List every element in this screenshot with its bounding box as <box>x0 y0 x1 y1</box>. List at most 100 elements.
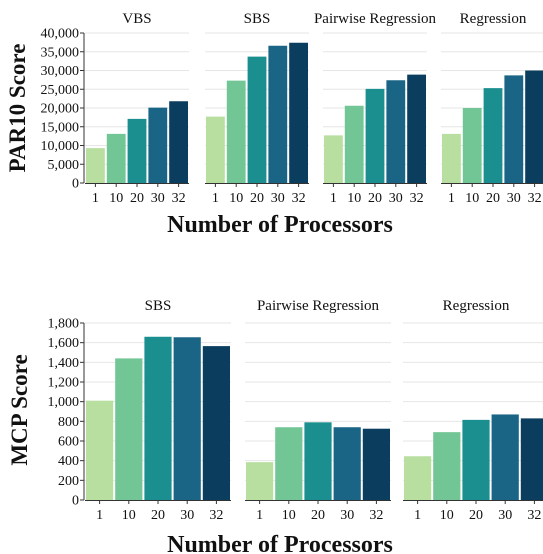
y-tick-label: 25,000 <box>41 83 80 98</box>
panel-title: SBS <box>145 298 172 314</box>
bar-30 <box>268 45 288 183</box>
x-tick-label: 20 <box>311 508 325 523</box>
y-tick-label: 0 <box>72 177 79 192</box>
bar-1 <box>206 116 225 183</box>
x-tick-label: 20 <box>250 191 264 206</box>
bar-20 <box>247 56 267 183</box>
bar-30 <box>491 414 519 500</box>
bar-10 <box>115 358 143 500</box>
y-tick-label: 15,000 <box>41 120 80 135</box>
bar-30 <box>173 337 201 500</box>
x-tick-label: 1 <box>256 508 263 523</box>
x-tick-label: 1 <box>96 508 103 523</box>
x-tick-label: 30 <box>498 508 512 523</box>
y-tick-label: 1,200 <box>48 376 80 391</box>
x-tick-label: 20 <box>368 191 382 206</box>
bar-10 <box>462 108 482 183</box>
y-tick-label: 40,000 <box>41 27 80 42</box>
x-tick-label: 32 <box>369 508 383 523</box>
y-axis-label: MCP Score <box>7 354 32 465</box>
bar-32 <box>169 101 188 183</box>
x-tick-label: 10 <box>122 508 136 523</box>
y-tick-label: 10,000 <box>41 139 80 154</box>
bar-10 <box>226 80 246 183</box>
x-tick-label: 30 <box>151 191 165 206</box>
bar-30 <box>333 427 361 500</box>
bar-1 <box>324 135 343 183</box>
x-tick-label: 20 <box>130 191 144 206</box>
x-tick-label: 30 <box>271 191 285 206</box>
x-tick-label: 20 <box>469 508 483 523</box>
x-tick-label: 1 <box>414 508 421 523</box>
panel-title: Regression <box>443 298 510 314</box>
x-tick-label: 32 <box>292 191 306 206</box>
bar-32 <box>407 74 426 183</box>
panel-title: Pairwise Regression <box>257 298 380 314</box>
bar-1 <box>442 133 461 183</box>
y-tick-label: 30,000 <box>41 64 80 79</box>
bar-32 <box>362 428 390 500</box>
panel-title: SBS <box>244 11 271 27</box>
x-axis-label: Number of Processors <box>167 212 393 238</box>
bar-20 <box>144 336 172 500</box>
y-tick-label: 35,000 <box>41 45 80 60</box>
bar-30 <box>386 80 406 183</box>
y-tick-label: 1,000 <box>48 395 80 410</box>
y-tick-label: 400 <box>58 454 79 469</box>
y-tick-label: 0 <box>72 494 79 509</box>
x-tick-label: 32 <box>527 508 541 523</box>
x-tick-label: 30 <box>507 191 521 206</box>
panel-3: Regression 1 10 20 30 32 <box>403 298 543 523</box>
y-tick-label: 200 <box>58 474 79 489</box>
par10-chart: PAR10 Score 0 5,000 10,000 15,000 20,000 25,00… <box>5 11 543 238</box>
x-tick-label: 10 <box>440 508 454 523</box>
panel-title: Pairwise Regression <box>314 11 437 27</box>
y-axis-label: PAR10 Score <box>5 44 30 173</box>
bar-30 <box>504 75 524 183</box>
x-tick-label: 30 <box>340 508 354 523</box>
bar-10 <box>344 105 364 183</box>
y-tick-label: 800 <box>58 415 79 430</box>
x-tick-label: 10 <box>347 191 361 206</box>
y-tick-label: 5,000 <box>48 158 80 173</box>
panel-1: SBS 1 10 20 30 32 <box>85 298 231 523</box>
bar-32 <box>289 42 308 183</box>
bar-20 <box>462 419 490 500</box>
x-tick-label: 10 <box>109 191 123 206</box>
x-tick-label: 10 <box>229 191 243 206</box>
y-tick-label: 1,600 <box>48 336 80 351</box>
y-tick-label: 20,000 <box>41 102 80 117</box>
x-tick-label: 30 <box>180 508 194 523</box>
panel-title: VBS <box>122 11 151 27</box>
y-tick-label: 1,800 <box>48 317 80 332</box>
y-tick-label: 600 <box>58 435 79 450</box>
bar-32 <box>520 418 543 500</box>
bar-20 <box>127 118 147 183</box>
x-tick-label: 1 <box>212 191 219 206</box>
x-tick-label: 1 <box>448 191 455 206</box>
x-tick-label: 32 <box>528 191 542 206</box>
panel-2: SBS 1 10 20 30 32 <box>205 11 309 206</box>
panel-2: Pairwise Regression 1 10 20 30 32 <box>245 298 391 523</box>
bar-20 <box>304 422 332 500</box>
x-tick-label: 1 <box>330 191 337 206</box>
bar-32 <box>202 346 230 500</box>
bar-10 <box>106 133 126 183</box>
mcp-chart: MCP Score 0 200 400 600 800 1,000 1,200 1,400 1,6… <box>7 298 543 554</box>
x-tick-label: 20 <box>486 191 500 206</box>
bar-1 <box>246 462 274 500</box>
x-tick-label: 20 <box>151 508 165 523</box>
panel-1: VBS 1 10 20 30 32 <box>85 11 189 206</box>
bar-20 <box>365 88 385 183</box>
bar-32 <box>525 70 543 183</box>
x-tick-label: 10 <box>465 191 479 206</box>
bar-1 <box>404 456 432 500</box>
bar-10 <box>433 432 461 500</box>
panel-4: Regression 1 10 20 30 32 <box>441 11 543 206</box>
y-tick-label: 1,400 <box>48 356 80 371</box>
bar-10 <box>275 427 303 500</box>
x-axis-label: Number of Processors <box>167 532 393 554</box>
bar-20 <box>483 88 503 183</box>
x-tick-label: 32 <box>172 191 186 206</box>
